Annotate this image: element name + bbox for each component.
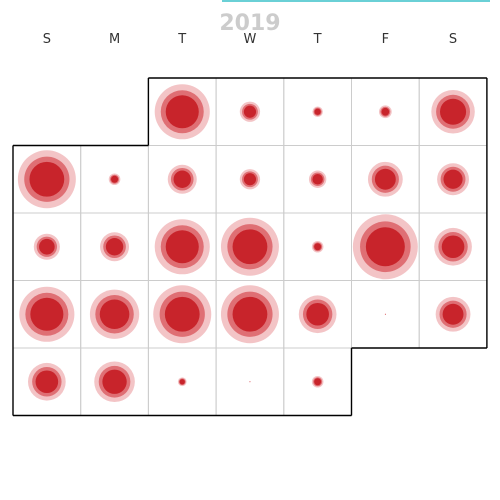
weekday-label: M [109,32,120,47]
day-bubble [167,164,197,194]
day-bubble [352,214,418,280]
day-bubble [312,106,323,117]
day-bubble [435,296,471,332]
bubble-ring [99,299,130,330]
day-bubble [239,101,261,122]
day-bubble [298,295,337,334]
bubble-ring [365,227,405,267]
bubble-ring [29,161,65,197]
bubble-ring [314,108,321,115]
day-bubble [19,286,75,342]
day-bubble [431,90,475,134]
day-bubble [384,313,386,315]
day-bubble [311,240,324,253]
day-bubble [367,161,403,197]
bubble-ring [314,378,322,386]
bubble-ring [443,169,463,189]
bubble-ring [441,235,465,259]
bubble-ring [374,168,396,190]
weekday-label: W [244,32,257,47]
bubble-ring [381,107,390,116]
chart-title: 2019 [219,11,280,36]
weekday-label: T [177,32,186,47]
day-bubble [239,169,261,190]
bubble-ring [165,230,199,264]
weekday-label: T [313,32,322,47]
bubble-ring [440,98,467,125]
bubble-ring [314,243,322,251]
day-bubble [311,375,324,388]
bubble-ring [105,238,124,256]
day-bubble [220,217,279,276]
bubble-layer [17,84,475,403]
day-bubble [89,289,140,339]
bubble-ring [111,175,119,183]
bubble-ring [35,370,59,394]
bubble-ring [39,238,55,255]
day-bubble [220,285,279,344]
day-bubble [33,233,60,260]
bubble-ring [306,302,329,326]
month-outline [12,77,488,417]
bubble-ring [102,369,127,394]
bubble-ring [165,95,199,129]
bubble-ring [249,381,251,383]
bubble-ring [164,296,200,332]
day-bubble [177,377,187,387]
bubble-ring [442,303,464,325]
bubble-ring [173,170,191,188]
weekday-label: S [449,32,457,47]
day-bubble [27,362,66,401]
bubble-ring [179,379,185,385]
day-bubble [154,84,210,140]
day-bubble [249,381,251,383]
day-bubble [378,105,392,119]
weekday-label: F [382,32,389,47]
bubble-ring [312,174,323,185]
day-bubble [437,163,469,196]
day-bubble [94,361,135,403]
day-bubble [434,227,472,266]
bubble-ring [232,296,268,332]
day-bubble [100,232,130,262]
day-bubble [153,285,212,344]
day-bubble [154,219,210,275]
bubble-ring [243,173,257,186]
bubble-ring [243,105,257,118]
weekday-label: S [43,32,51,47]
day-bubble [308,170,327,188]
day-bubble [108,173,121,186]
bubble-ring [232,229,268,265]
day-bubble [17,150,76,209]
bubble-ring [385,313,386,315]
bubble-ring [30,297,64,331]
